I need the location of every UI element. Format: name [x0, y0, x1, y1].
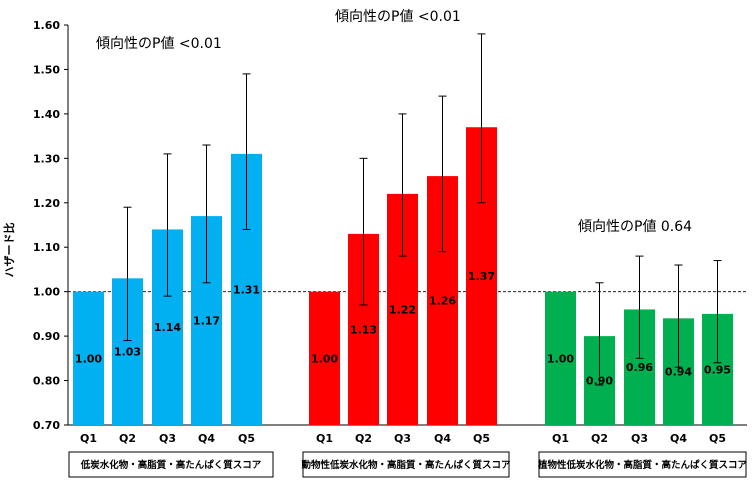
category-label: Q5	[473, 432, 490, 445]
value-label: 1.37	[468, 270, 495, 283]
y-tick-label: 0.70	[33, 419, 60, 432]
value-label: 0.94	[665, 366, 692, 379]
category-label: Q1	[80, 432, 97, 445]
value-label: 0.96	[626, 361, 653, 374]
y-tick-label: 1.60	[33, 19, 60, 32]
y-tick-label: 0.80	[33, 375, 60, 388]
category-label: Q1	[552, 432, 569, 445]
category-label: Q3	[394, 432, 411, 445]
y-tick-label: 1.40	[33, 108, 60, 121]
category-label: Q3	[159, 432, 176, 445]
y-tick-label: 1.20	[33, 197, 60, 210]
y-tick-label: 1.30	[33, 152, 60, 165]
bar	[309, 291, 340, 425]
bar	[73, 291, 104, 425]
group-label-box	[302, 451, 510, 478]
y-axis-label: ハザード比	[2, 223, 16, 278]
value-label: 1.13	[350, 323, 377, 336]
p-value-text: 傾向性のP値 <0.01	[96, 36, 222, 52]
category-label: Q2	[119, 432, 136, 445]
value-label: 1.00	[75, 352, 102, 365]
group-label: 植物性低炭水化物・高脂質・高たんぱく質スコア	[537, 459, 748, 471]
value-label: 1.31	[233, 283, 260, 296]
category-label: Q3	[631, 432, 648, 445]
value-label: 1.03	[114, 346, 141, 359]
category-label: Q2	[591, 432, 608, 445]
category-label: Q4	[670, 432, 687, 445]
value-label: 0.90	[586, 375, 613, 388]
axes: 0.70 0.80 0.90 1.00 1.10 1.20 1.30 1.40 1.50 1.60	[33, 19, 747, 432]
value-label: 1.00	[547, 352, 574, 365]
category-label: Q5	[709, 432, 726, 445]
bars	[73, 33, 733, 425]
y-tick-label: 0.90	[33, 330, 60, 343]
value-label: 1.22	[389, 303, 416, 316]
bar	[545, 291, 576, 425]
p-value-text: 傾向性のP値 <0.01	[335, 9, 461, 25]
group-label-box	[538, 451, 747, 478]
y-tick-label: 1.10	[33, 241, 60, 254]
category-label: Q4	[434, 432, 451, 445]
p-value-text: 傾向性のP値 0.64	[578, 219, 692, 235]
y-tick-label: 1.50	[33, 63, 60, 76]
y-tick-label: 1.00	[33, 286, 60, 299]
value-label: 1.26	[429, 295, 456, 308]
value-label: 1.14	[154, 321, 181, 334]
category-label: Q2	[355, 432, 372, 445]
value-label: 1.00	[311, 352, 338, 365]
group-label: 低炭水化物・高脂質・高たんぱく質スコア	[80, 459, 262, 471]
group-label-box	[68, 451, 274, 478]
value-label: 1.17	[193, 315, 220, 328]
category-label: Q5	[238, 432, 255, 445]
labels: 1.00 1.03 1.14 1.17 1.31 Q1 Q2 Q3 Q4 Q5 低炭水化物・高脂質・…	[68, 9, 748, 478]
category-label: Q1	[316, 432, 333, 445]
category-label: Q4	[198, 432, 215, 445]
group-label: 動物性低炭水化物・高脂質・高たんぱく質スコア	[301, 459, 511, 471]
value-label: 0.95	[704, 363, 731, 376]
